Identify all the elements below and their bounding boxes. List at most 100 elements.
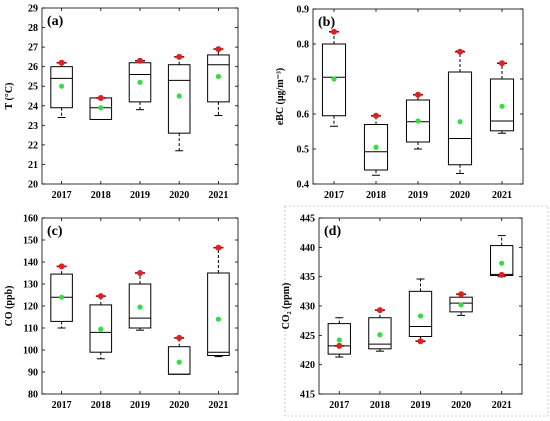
mean-marker xyxy=(458,302,464,308)
panel-label: (d) xyxy=(324,224,341,239)
extreme-marker xyxy=(373,112,379,119)
iqr-box xyxy=(167,64,191,134)
x-tick-label: 2017 xyxy=(52,190,72,201)
y-tick-label: 80 xyxy=(28,390,38,401)
x-tick-label: 2019 xyxy=(408,190,428,201)
x-tick-label: 2018 xyxy=(91,190,111,201)
y-axis-label: eBC (μg/m⁻³) xyxy=(275,68,286,126)
panel-3: 415 420 425 430 435 440 445 2017 2018 2019 2020 202… xyxy=(281,205,549,417)
x-tick-label: 2018 xyxy=(370,400,390,411)
y-tick-label: 415 xyxy=(300,390,315,401)
y-tick-label: 425 xyxy=(300,331,315,342)
extreme-marker xyxy=(499,60,505,67)
mean-marker xyxy=(457,119,463,125)
y-tick-label: 140 xyxy=(23,258,38,269)
box-2019 xyxy=(405,91,431,150)
y-tick-label: 120 xyxy=(23,302,38,313)
box-2017 xyxy=(327,317,351,358)
panel-1: 0.4 0.5 0.6 0.7 0.8 0.9 2017 2018 2019 2020 2021 eB… xyxy=(275,5,524,201)
extreme-marker xyxy=(417,338,424,345)
extreme-marker xyxy=(336,342,343,349)
extreme-marker xyxy=(498,271,505,278)
mean-marker xyxy=(331,76,337,82)
x-tick-label: 2017 xyxy=(52,400,72,411)
iqr-box xyxy=(447,71,473,166)
x-tick-label: 2019 xyxy=(130,400,150,411)
mean-marker xyxy=(215,73,221,80)
y-axis-label: CO₂ (ppm) xyxy=(281,283,292,330)
x-tick-label: 2021 xyxy=(492,400,512,411)
y-tick-label: 420 xyxy=(300,360,315,371)
panel-label: (a) xyxy=(47,14,64,29)
y-tick-label: 21 xyxy=(28,160,38,171)
box-2018 xyxy=(89,94,113,120)
mean-marker xyxy=(499,260,505,266)
box-2017 xyxy=(321,28,347,127)
extreme-marker xyxy=(415,91,421,98)
extreme-marker xyxy=(176,334,183,341)
y-tick-label: 0.4 xyxy=(297,180,310,191)
y-tick-label: 24 xyxy=(28,101,38,112)
mean-marker xyxy=(137,79,143,85)
extreme-marker xyxy=(331,28,337,35)
mean-marker xyxy=(59,83,65,89)
box-2021 xyxy=(490,235,514,278)
box-2021 xyxy=(489,60,515,134)
iqr-box xyxy=(207,272,230,356)
y-axis-label: CO (ppb) xyxy=(4,286,15,327)
x-tick-label: 2017 xyxy=(329,400,349,411)
y-tick-label: 90 xyxy=(28,368,38,379)
x-tick-label: 2020 xyxy=(450,190,470,201)
mean-marker xyxy=(137,304,143,310)
y-tick-label: 130 xyxy=(23,280,38,291)
y-tick-label: 23 xyxy=(28,121,38,132)
y-tick-label: 25 xyxy=(28,82,38,93)
box-2020 xyxy=(449,291,473,316)
box-2020 xyxy=(447,48,473,174)
extreme-marker xyxy=(137,57,143,64)
y-tick-label: 110 xyxy=(24,324,38,335)
y-tick-label: 0.9 xyxy=(297,5,310,16)
y-tick-label: 0.5 xyxy=(297,145,310,156)
box-2018 xyxy=(363,112,389,176)
x-tick-label: 2020 xyxy=(169,400,189,411)
mean-marker xyxy=(215,316,221,322)
x-tick-label: 2021 xyxy=(208,400,228,411)
mean-marker xyxy=(499,103,505,109)
box-2018 xyxy=(89,293,113,360)
x-tick-label: 2019 xyxy=(411,400,431,411)
mean-marker xyxy=(98,105,104,111)
y-tick-label: 0.7 xyxy=(297,75,310,86)
extreme-marker xyxy=(137,270,143,276)
y-tick-label: 20 xyxy=(28,180,38,191)
y-tick-label: 445 xyxy=(300,214,315,225)
y-tick-label: 29 xyxy=(28,4,38,15)
mean-marker xyxy=(377,332,383,338)
extreme-marker xyxy=(97,94,104,101)
extreme-marker xyxy=(215,244,222,251)
extreme-marker xyxy=(215,46,222,53)
y-tick-label: 28 xyxy=(28,23,38,34)
y-tick-label: 440 xyxy=(300,243,315,254)
box-2020 xyxy=(167,53,191,152)
extreme-marker xyxy=(457,48,463,55)
extreme-marker xyxy=(58,59,65,66)
extreme-marker xyxy=(97,293,104,300)
mean-marker xyxy=(176,359,182,365)
box-2018 xyxy=(368,307,392,352)
panel-2: 80 90 100 110 120 130 140 150 160 2017 2018 2019 202… xyxy=(4,214,239,411)
y-tick-label: 0.8 xyxy=(297,40,310,51)
extreme-marker xyxy=(458,291,465,298)
panel-label: (b) xyxy=(318,15,335,30)
panel-outer-border xyxy=(284,205,549,417)
y-tick-label: 430 xyxy=(300,302,315,313)
x-tick-label: 2019 xyxy=(130,190,150,201)
mean-marker xyxy=(373,144,379,150)
box-2021 xyxy=(207,244,230,358)
y-axis-label: T (°C) xyxy=(4,83,15,110)
mean-marker xyxy=(176,93,182,99)
y-tick-label: 160 xyxy=(23,214,38,225)
extreme-marker xyxy=(176,53,183,60)
mean-marker xyxy=(98,326,104,332)
